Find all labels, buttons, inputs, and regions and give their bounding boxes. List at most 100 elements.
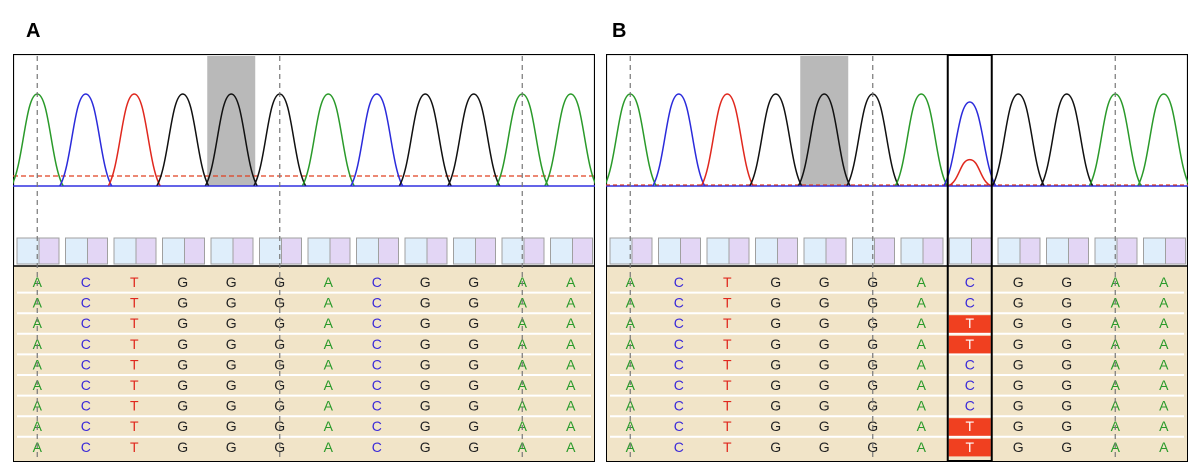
sequence-base: G <box>770 439 781 455</box>
sequence-base: G <box>1013 295 1024 311</box>
sequence-base: G <box>1013 315 1024 331</box>
sequence-base: C <box>81 398 91 414</box>
sequence-base: C <box>674 315 684 331</box>
sequence-base: A <box>917 356 927 372</box>
sequence-base: G <box>274 336 285 352</box>
sequence-base: C <box>372 418 382 434</box>
sequence-base: A <box>917 377 927 393</box>
trace-peak <box>749 93 803 187</box>
sequence-base: A <box>1159 336 1169 352</box>
sequence-base: C <box>674 336 684 352</box>
sequence-base: A <box>917 295 927 311</box>
trace-peak <box>991 93 1045 187</box>
sequence-base: G <box>867 336 878 352</box>
sequence-base: A <box>1111 336 1121 352</box>
sequence-base: G <box>468 336 479 352</box>
trace-peak <box>652 93 706 187</box>
quality-box <box>1116 237 1138 265</box>
sequence-base: G <box>1013 439 1024 455</box>
sequence-base: C <box>372 295 382 311</box>
sequence-base: A <box>518 336 528 352</box>
sequence-base: A <box>917 336 927 352</box>
sequence-base: G <box>770 274 781 290</box>
sequence-base: T <box>723 398 732 414</box>
trace-peak <box>1040 93 1094 187</box>
quality-box <box>825 237 847 265</box>
sequence-base: G <box>226 356 237 372</box>
sequence-base: G <box>420 398 431 414</box>
quality-box <box>550 237 573 265</box>
sequence-base: G <box>420 356 431 372</box>
sequence-base: G <box>177 356 188 372</box>
sequence-base: A <box>626 398 636 414</box>
sequence-base: G <box>1061 377 1072 393</box>
quality-box <box>1165 237 1186 265</box>
quality-box <box>706 237 730 265</box>
sequence-base: A <box>1111 398 1121 414</box>
sequence-base: A <box>1159 398 1169 414</box>
sequence-base: A <box>1159 377 1169 393</box>
sequence-base: G <box>420 295 431 311</box>
selected-column-box <box>946 54 993 462</box>
sequence-base: G <box>226 315 237 331</box>
sequence-base: A <box>324 377 334 393</box>
sequence-base: G <box>1061 274 1072 290</box>
sequence-base: G <box>420 315 431 331</box>
sequence-base: C <box>965 398 975 414</box>
quality-box <box>210 237 234 265</box>
quality-box <box>329 237 351 265</box>
sequence-base: G <box>468 356 479 372</box>
sequence-base: A <box>566 274 576 290</box>
sequence-base: A <box>1159 439 1169 455</box>
sequence-base: C <box>965 274 975 290</box>
sequence-grid <box>14 266 594 461</box>
quality-box <box>572 237 593 265</box>
sequence-base: A <box>324 356 334 372</box>
sequence-base: A <box>324 274 334 290</box>
quality-box <box>728 237 750 265</box>
sequence-base: A <box>566 418 576 434</box>
sequence-base: G <box>177 398 188 414</box>
sequence-base: G <box>468 398 479 414</box>
quality-box <box>232 237 254 265</box>
sequence-base: G <box>819 439 830 455</box>
panel-a-label: A <box>26 20 41 42</box>
sequence-base: C <box>674 295 684 311</box>
sequence-base: C <box>674 356 684 372</box>
sequence-base: C <box>81 377 91 393</box>
sequence-base: C <box>81 274 91 290</box>
sequence-base: C <box>372 439 382 455</box>
trace-peak <box>700 93 754 187</box>
sequence-base: C <box>965 356 975 372</box>
trace-peak <box>1137 93 1188 187</box>
sequence-base: G <box>1061 336 1072 352</box>
sequence-base: C <box>372 356 382 372</box>
sequence-base: A <box>566 377 576 393</box>
quality-box <box>631 237 653 265</box>
quality-box <box>755 237 778 265</box>
sequence-base: A <box>566 356 576 372</box>
sequence-base: G <box>867 398 878 414</box>
sequence-base: A <box>917 274 927 290</box>
sequence-base: G <box>819 274 830 290</box>
quality-box <box>997 237 1021 265</box>
sequence-base: A <box>917 398 927 414</box>
sequence-base: G <box>1013 377 1024 393</box>
sequence-base: G <box>468 274 479 290</box>
sequence-base: G <box>468 295 479 311</box>
sequence-base: T <box>130 398 139 414</box>
sequence-base: A <box>33 315 43 331</box>
sequence-base: A <box>324 315 334 331</box>
trace-peak <box>894 93 948 187</box>
sequence-base: G <box>819 418 830 434</box>
quality-box <box>777 237 798 265</box>
highlighted-peak-region <box>207 56 256 186</box>
sequence-base: A <box>566 315 576 331</box>
quality-box <box>658 237 681 265</box>
sequence-base: A <box>324 398 334 414</box>
sequence-base: C <box>81 315 91 331</box>
sequence-base: A <box>33 398 43 414</box>
sequence-base: A <box>1159 295 1169 311</box>
sequence-base: G <box>468 439 479 455</box>
sequence-base: T <box>723 274 732 290</box>
